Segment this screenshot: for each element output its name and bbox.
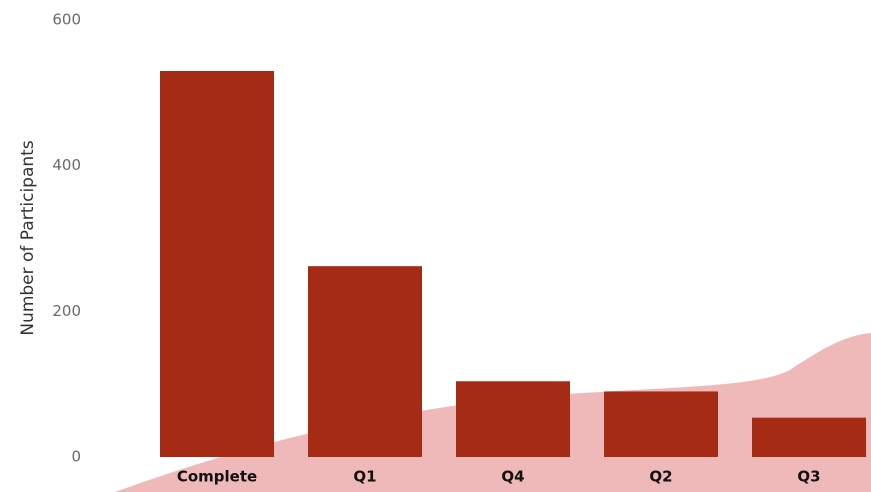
y-tick-label: 600 [52, 11, 81, 29]
bar-complete [160, 70, 274, 457]
bars [160, 70, 866, 457]
x-tick-label: Q1 [353, 468, 376, 486]
x-tick-label: Complete [177, 468, 257, 486]
x-tick-label: Q3 [797, 468, 820, 486]
y-tick-label: 400 [52, 156, 81, 174]
x-axis-ticks: Complete Q1 Q4 Q2 Q3 [177, 468, 821, 486]
y-tick-label: 0 [71, 448, 81, 466]
x-tick-label: Q2 [649, 468, 672, 486]
bar-q2 [604, 391, 718, 457]
x-tick-label: Q4 [501, 468, 524, 486]
bar-q1 [308, 266, 422, 457]
bar-q4 [456, 381, 570, 457]
bar-q3 [752, 417, 866, 457]
y-axis-ticks: 0 200 400 600 [52, 11, 81, 466]
y-axis-label: Number of Participants [18, 140, 38, 335]
y-tick-label: 200 [52, 302, 81, 320]
